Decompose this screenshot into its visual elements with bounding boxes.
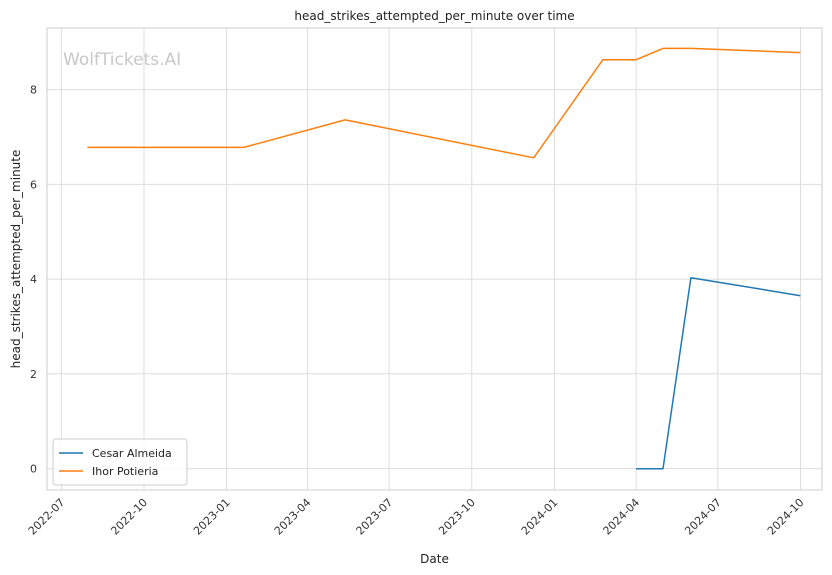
- legend-label: Cesar Almeida: [92, 447, 172, 460]
- y-tick-labels: 0 2 4 6 8: [30, 84, 37, 476]
- watermark: WolfTickets.AI: [63, 50, 181, 70]
- plot-frame: [46, 27, 823, 491]
- x-tick-label: 2024-07: [682, 496, 724, 538]
- x-tick-label: 2023-01: [191, 496, 233, 538]
- legend-box: [52, 438, 188, 486]
- x-tick-label: 2022-10: [108, 496, 150, 538]
- y-tick-label: 4: [30, 273, 37, 286]
- chart-title: head_strikes_attempted_per_minute over t…: [294, 9, 574, 23]
- x-axis-label: Date: [420, 552, 449, 566]
- y-tick-label: 0: [30, 463, 37, 476]
- y-tick-label: 8: [30, 84, 37, 97]
- x-tick-label: 2024-04: [601, 496, 643, 538]
- x-tick-labels: 2022-07 2022-10 2023-01 2023-04 2023-07 2023-…: [26, 496, 807, 538]
- plot-background: [47, 28, 822, 490]
- legend-label: Ihor Potieria: [92, 465, 158, 478]
- y-tick-label: 2: [30, 368, 37, 381]
- y-axis-label: head_strikes_attempted_per_minute: [9, 150, 23, 369]
- x-tick-label: 2024-10: [765, 496, 807, 538]
- series-line: [636, 276, 801, 470]
- x-tick-label: 2023-10: [436, 496, 478, 538]
- y-tick-label: 6: [30, 178, 37, 191]
- series-layer: [87, 47, 801, 470]
- series-line: [87, 47, 801, 159]
- x-tick-label: 2024-01: [519, 496, 561, 538]
- x-tick-label: 2023-07: [354, 496, 396, 538]
- x-tick-label: 2022-07: [26, 496, 68, 538]
- legend: Cesar Almeida Ihor Potieria: [52, 438, 188, 486]
- x-tick-label: 2023-04: [272, 496, 314, 538]
